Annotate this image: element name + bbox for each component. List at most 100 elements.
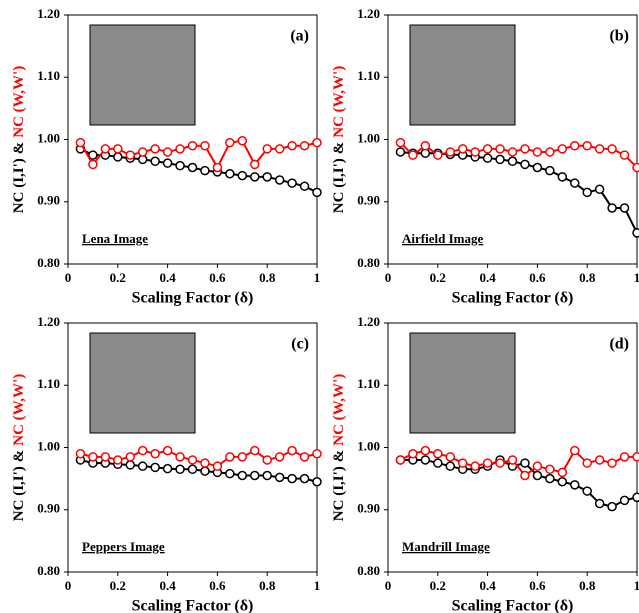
y-axis-label-part: NC (I,I') [11,158,27,213]
data-point [88,452,98,462]
panel-label: (c) [291,336,309,353]
data-point [557,144,568,154]
data-point [75,137,86,148]
data-point [237,135,248,146]
data-point [312,448,322,459]
data-point [495,154,505,165]
y-tick-label: 1.20 [37,6,60,21]
data-point [274,452,285,462]
data-point [433,458,443,468]
data-point [187,140,198,151]
y-axis-label-part: & [331,450,347,463]
data-point [482,153,493,163]
data-point [150,448,160,459]
x-tick-label: 0 [385,578,392,593]
x-axis-label: Scaling Factor (δ) [452,290,574,307]
data-point [570,480,580,490]
data-point [582,486,592,496]
data-point [570,140,580,151]
data-point [312,137,322,148]
y-tick-label: 0.90 [37,193,60,208]
data-point [262,455,272,465]
y-tick-label: 1.10 [357,376,380,391]
data-point [113,455,123,465]
x-tick-label: 0.8 [579,270,596,285]
data-point [250,172,260,182]
data-point [287,178,297,188]
data-point [137,461,148,471]
y-tick-label: 0.80 [37,255,60,270]
panel: 0.80 0.90 1.00 1.10 1.20 0 0.2 0.4 0.6 0.8 1 Scalin… [11,6,322,307]
x-tick-label: 1 [634,270,639,285]
y-tick-label: 1.00 [37,130,60,145]
y-tick-label: 1.10 [37,376,60,391]
data-point [237,452,248,462]
data-point [287,473,297,484]
panel: 0.80 0.90 1.00 1.10 1.20 0 0.2 0.4 0.6 0.8 1 Scalin… [11,314,322,613]
panel: 0.80 0.90 1.00 1.10 1.20 0 0.2 0.4 0.6 0.8 1 Scalin… [331,6,639,307]
data-point [262,144,272,154]
data-point [619,150,630,160]
data-point [187,162,198,173]
data-point [482,144,493,154]
data-point [395,137,406,148]
y-tick-label: 1.00 [37,438,60,453]
x-tick-label: 0.2 [110,578,126,593]
x-tick-label: 0 [385,270,392,285]
x-tick-label: 0.6 [209,578,226,593]
data-point [299,140,310,151]
data-point [395,455,406,465]
data-point [187,455,198,465]
data-point [532,461,543,471]
panel-label: (b) [609,28,629,45]
data-point [420,455,431,465]
y-axis-label: NC (I,I') & NC (W,W') [331,66,347,213]
data-point [470,147,480,157]
data-point [299,452,310,462]
data-point [225,137,235,148]
data-point [607,203,617,213]
y-axis-label-part: NC (I,I') [331,158,347,213]
data-point [408,448,418,459]
data-point [607,458,617,468]
data-point [557,467,568,478]
data-point [250,470,260,481]
data-point [262,172,272,182]
data-point [607,501,617,512]
data-point [162,158,173,168]
data-point [137,147,148,157]
data-point [507,455,518,465]
y-axis-label-part: NC (W,W') [331,374,347,446]
data-point [262,470,272,481]
y-tick-label: 1.00 [357,130,380,145]
y-tick-label: 1.00 [357,438,380,453]
data-point [312,187,322,198]
x-tick-label: 1 [314,578,321,593]
data-point [445,147,455,157]
data-point [150,144,160,154]
data-point [545,165,555,176]
image-name: Mandrill Image [402,539,490,554]
y-axis-label: NC (I,I') & NC (W,W') [11,374,27,521]
data-point [287,140,297,151]
x-axis-label: Scaling Factor (δ) [452,598,574,613]
data-point [162,445,173,456]
data-point [250,445,260,456]
data-point [125,150,135,160]
data-point [532,147,543,157]
data-point [137,445,148,456]
y-tick-label: 0.90 [357,193,380,208]
y-tick-label: 1.10 [37,68,60,83]
data-point [100,452,111,462]
data-point [619,495,630,506]
data-point [100,144,111,154]
inset-image [89,332,196,434]
data-point [482,458,493,468]
data-point [175,160,185,171]
data-point [200,165,210,176]
x-tick-label: 0 [65,270,72,285]
data-point [532,470,543,481]
panel-label: (a) [290,28,309,45]
x-tick-label: 0.2 [430,578,446,593]
y-axis-label: NC (I,I') & NC (W,W') [331,374,347,521]
